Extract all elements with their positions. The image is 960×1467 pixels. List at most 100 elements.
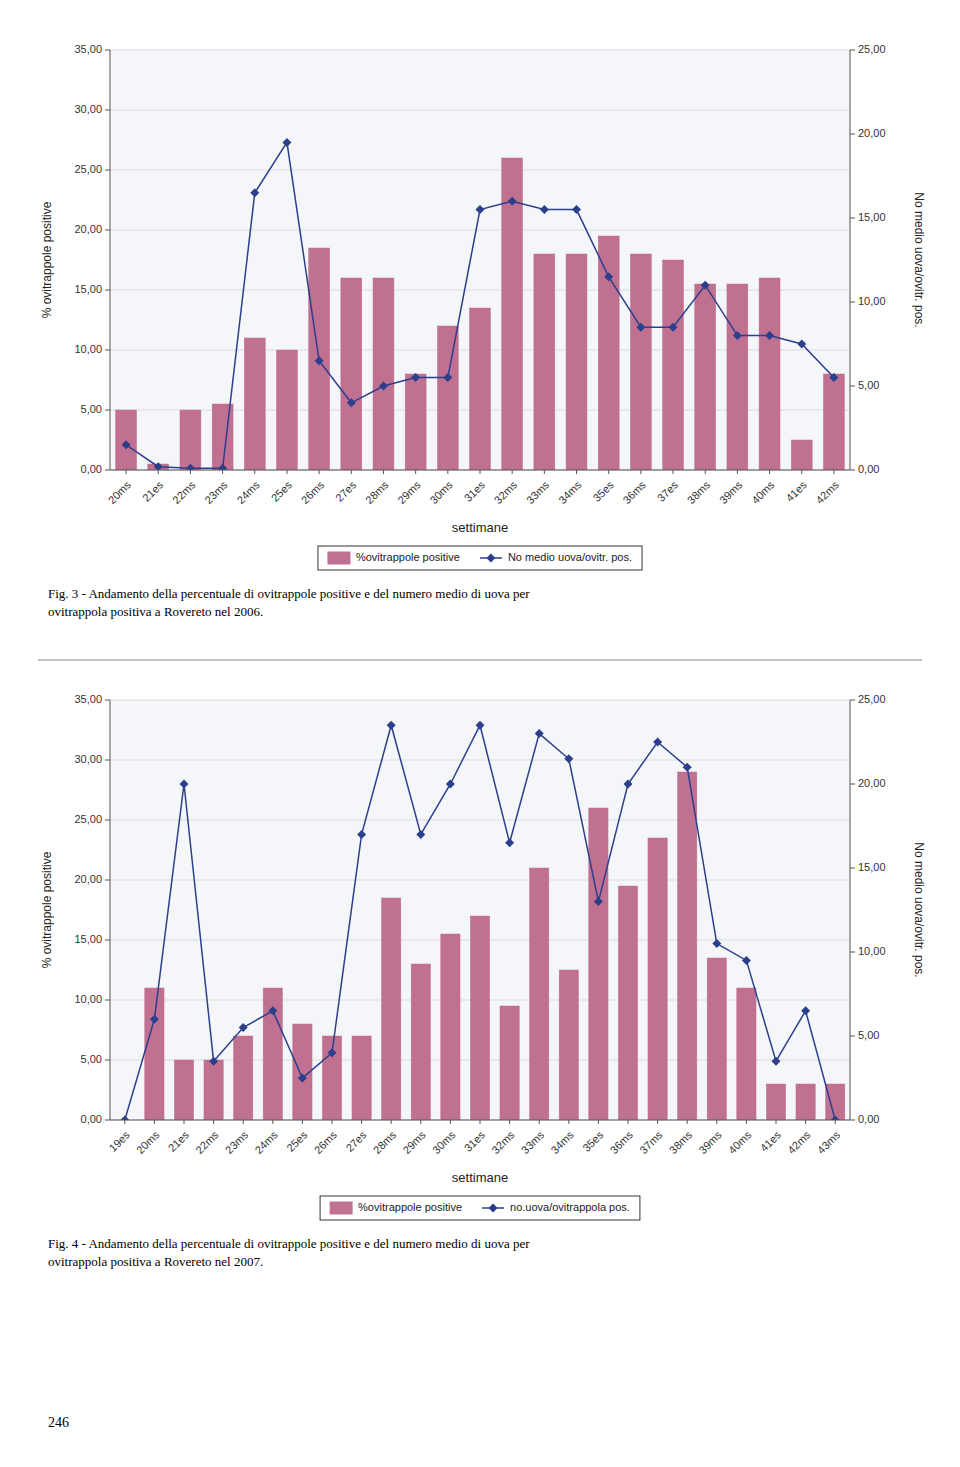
y-tick-label: 20,00 [74,223,102,235]
legend-label: %ovitrappole positive [356,551,460,563]
y2-tick-label: 20,00 [858,777,886,789]
bar [470,308,491,470]
y-tick [105,1120,110,1121]
line-marker [831,1116,840,1121]
x-tick [391,1120,392,1124]
y2-axis-label: No medio uova/ovitr. pos. [912,192,926,327]
x-tick-label: 22ms [193,1128,221,1156]
bar [116,410,137,470]
x-tick-label: 29ms [400,1128,428,1156]
y2-tick [850,470,855,471]
line-marker [298,1074,307,1083]
line-marker [122,440,131,449]
line-marker [443,373,452,382]
x-tick [243,1120,244,1124]
chart: 0,005,0010,0015,0020,0025,0030,0035,000,… [40,43,926,619]
x-tick-label: 35es [580,1128,606,1154]
y-tick-label: 35,00 [74,693,102,705]
bar [174,1060,193,1120]
y-tick [105,1060,110,1061]
x-tick-label: 36ms [608,1128,636,1156]
x-tick-label: 24ms [234,478,262,506]
x-tick [746,1120,747,1124]
grid-line [110,880,850,881]
y2-axis-line [850,50,851,470]
y-tick-label: 25,00 [74,163,102,175]
x-tick [640,470,641,474]
line-marker [797,340,806,349]
y-tick [105,700,110,701]
x-tick-label: 25es [284,1128,310,1154]
y2-tick-label: 25,00 [858,693,886,705]
y2-tick-label: 0,00 [858,463,879,475]
line-marker [387,721,396,730]
marks [116,138,845,470]
x-tick-label: 41es [783,478,809,504]
page-number: 246 [48,1415,69,1430]
x-tick-label: 31es [462,478,488,504]
x-tick-label: 23ms [223,1128,251,1156]
bar [352,1036,371,1120]
y-tick-label: 35,00 [74,43,102,55]
y-tick-label: 20,00 [74,873,102,885]
x-tick [737,470,738,474]
line-marker [315,356,324,365]
y-tick [105,880,110,881]
x-tick [835,1120,836,1124]
y2-tick-label: 25,00 [858,43,886,55]
line-marker [505,838,514,847]
line-marker [209,1057,218,1066]
line-marker [357,830,366,839]
line [126,142,834,468]
line-marker [733,331,742,340]
plot-area [110,700,850,1120]
bar [759,278,780,470]
line-marker [772,1057,781,1066]
chart: 0,005,0010,0015,0020,0025,0030,0035,000,… [40,693,926,1430]
x-tick-label: 26ms [299,478,327,506]
bar [470,916,489,1120]
y2-tick-label: 15,00 [858,211,886,223]
x-tick-label: 31es [462,1128,488,1154]
separator [38,660,922,661]
grid-line [110,110,850,111]
line-marker [180,780,189,789]
bar [566,254,587,470]
bar [791,440,812,470]
bar [212,404,233,470]
bar [441,934,460,1120]
x-tick-label: 19es [107,1128,133,1154]
x-tick [124,1120,125,1124]
bar [534,254,555,470]
line-marker [594,897,603,906]
x-tick-label: 37ms [637,1128,665,1156]
bar [648,838,667,1120]
y2-tick [850,952,855,953]
legend-box [320,1196,640,1220]
y2-tick-label: 5,00 [858,1029,879,1041]
x-tick [361,1120,362,1124]
x-tick [801,470,802,474]
x-tick-label: 26ms [312,1128,340,1156]
y-tick-label: 10,00 [74,343,102,355]
y-tick [105,470,110,471]
x-tick-label: 38ms [685,478,713,506]
y2-tick-label: 0,00 [858,1113,879,1125]
line-marker [150,1015,159,1024]
bar [277,350,298,470]
y-tick-label: 10,00 [74,993,102,1005]
line-marker [476,721,485,730]
y-tick-label: 25,00 [74,813,102,825]
x-tick [154,1120,155,1124]
y-tick-label: 0,00 [81,463,102,475]
line-marker [624,780,633,789]
plot-area [110,50,850,470]
y2-tick [850,784,855,785]
legend-box [318,546,642,570]
bar [530,868,549,1120]
x-tick [447,470,448,474]
y-tick [105,230,110,231]
line-marker [801,1006,810,1015]
x-tick-label: 41es [758,1128,784,1154]
y2-tick-label: 15,00 [858,861,886,873]
